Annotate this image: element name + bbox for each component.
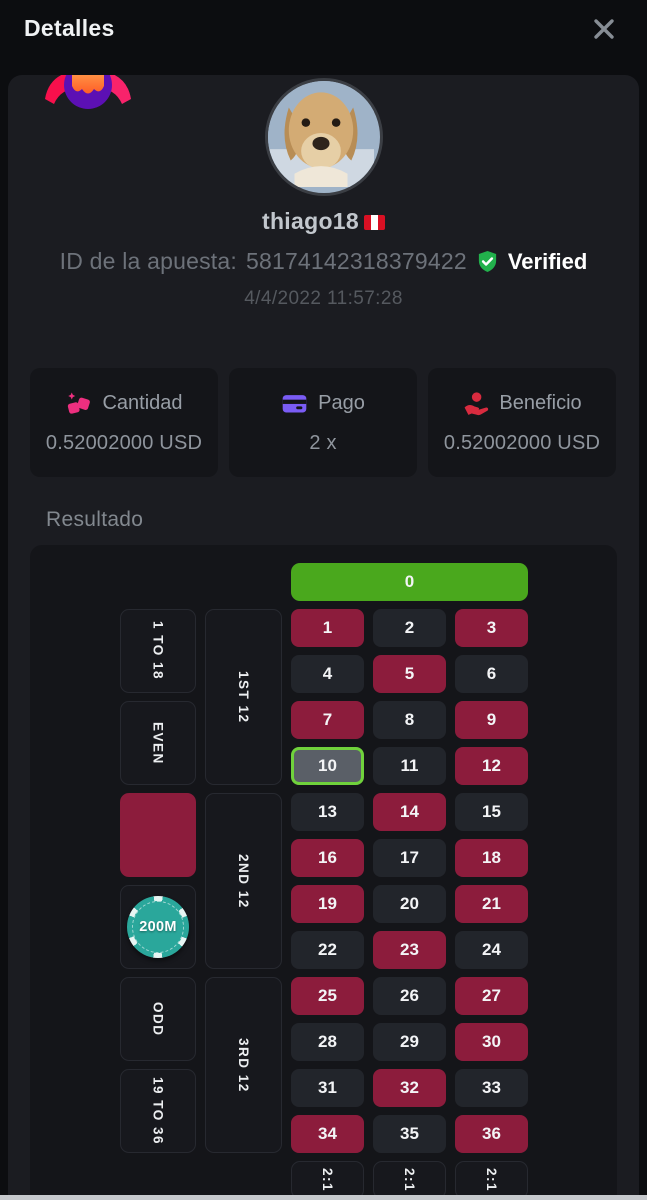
avatar-dog-photo: [267, 81, 374, 187]
close-button[interactable]: [589, 14, 619, 44]
roulette-number-6: 6: [455, 655, 528, 693]
bet-cell-black: 200M: [120, 885, 196, 969]
roulette-number-9: 9: [455, 701, 528, 739]
verified-label: Verified: [507, 248, 588, 274]
peru-flag-icon: [363, 215, 385, 230]
stat-card-payout: Pago 2 x: [229, 368, 417, 477]
credit-card-icon: [282, 395, 307, 413]
bet-cell-2nd12: 2ND 12: [205, 793, 282, 969]
roulette-number-26: 26: [373, 977, 446, 1015]
roulette-zero-cell: 0: [291, 563, 528, 601]
roulette-number-1: 1: [291, 609, 364, 647]
roulette-number-25: 25: [291, 977, 364, 1015]
username: thiago18: [262, 208, 359, 234]
horizontal-scrollbar[interactable]: [0, 1195, 647, 1200]
stat-label-amount: Cantidad: [102, 392, 183, 414]
page-title: Detalles: [24, 15, 115, 41]
roulette-number-34: 34: [291, 1115, 364, 1153]
stat-card-profit: Beneficio 0.52002000 USD: [428, 368, 616, 477]
roulette-number-28: 28: [291, 1023, 364, 1061]
roulette-number-35: 35: [373, 1115, 446, 1153]
roulette-board: 0 1 TO 18 EVEN 200M ODD 19 TO 36 1ST 12 …: [30, 545, 617, 1200]
bet-timestamp: 4/4/2022 11:57:28: [244, 288, 403, 309]
roulette-number-17: 17: [373, 839, 446, 877]
result-heading: Resultado: [46, 508, 144, 531]
bet-cell-19to36: 19 TO 36: [120, 1069, 196, 1153]
roulette-number-3: 3: [455, 609, 528, 647]
roulette-number-7: 7: [291, 701, 364, 739]
roulette-number-18: 18: [455, 839, 528, 877]
roulette-number-14: 14: [373, 793, 446, 831]
roulette-number-24: 24: [455, 931, 528, 969]
roulette-grid: 0 1 TO 18 EVEN 200M ODD 19 TO 36 1ST 12 …: [120, 563, 528, 1199]
bet-cell-1st12: 1ST 12: [205, 609, 282, 785]
stat-card-amount: Cantidad 0.52002000 USD: [30, 368, 218, 477]
avatar: [264, 78, 383, 196]
roulette-number-29: 29: [373, 1023, 446, 1061]
roulette-number-11: 11: [373, 747, 446, 785]
bet-cell-column-2: 2:1: [373, 1161, 446, 1199]
roulette-number-36: 36: [455, 1115, 528, 1153]
roulette-number-30: 30: [455, 1023, 528, 1061]
roulette-number-32: 32: [373, 1069, 446, 1107]
roulette-number-4: 4: [291, 655, 364, 693]
stat-value-profit: 0.52002000 USD: [443, 432, 601, 454]
verified-shield-icon: [478, 250, 496, 273]
roulette-number-21: 21: [455, 885, 528, 923]
bet-cell-3rd12: 3RD 12: [205, 977, 282, 1153]
bet-id-value: 58174142318379422: [245, 248, 467, 274]
roulette-number-19: 19: [291, 885, 364, 923]
roulette-number-12: 12: [455, 747, 528, 785]
stat-label-profit: Beneficio: [499, 392, 582, 414]
stat-label-payout: Pago: [318, 392, 365, 414]
roulette-number-23: 23: [373, 931, 446, 969]
gems-icon: [68, 392, 91, 414]
brand-logo-icon: [45, 75, 131, 109]
stat-value-payout: 2 x: [309, 432, 337, 454]
roulette-number-31: 31: [291, 1069, 364, 1107]
stat-value-amount: 0.52002000 USD: [45, 432, 203, 454]
roulette-number-8: 8: [373, 701, 446, 739]
bet-id-label: ID de la apuesta:: [59, 248, 237, 274]
bet-cell-even: EVEN: [120, 701, 196, 785]
roulette-number-10-winning: 10: [291, 747, 364, 785]
bet-chip-label: 200M: [139, 919, 177, 935]
roulette-number-16: 16: [291, 839, 364, 877]
modal-body: thiago18 ID de la apuesta: 5817414231837…: [8, 75, 639, 1200]
hand-coin-icon: [464, 392, 489, 416]
bet-cell-red: [120, 793, 196, 877]
roulette-number-13: 13: [291, 793, 364, 831]
roulette-number-20: 20: [373, 885, 446, 923]
bet-cell-odd: ODD: [120, 977, 196, 1061]
bet-cell-column-1: 2:1: [291, 1161, 364, 1199]
roulette-number-2: 2: [373, 609, 446, 647]
roulette-number-22: 22: [291, 931, 364, 969]
bet-chip: 200M: [127, 896, 189, 958]
bet-cell-1to18: 1 TO 18: [120, 609, 196, 693]
roulette-number-15: 15: [455, 793, 528, 831]
roulette-number-33: 33: [455, 1069, 528, 1107]
roulette-number-5: 5: [373, 655, 446, 693]
close-icon: [594, 19, 614, 39]
roulette-number-27: 27: [455, 977, 528, 1015]
bet-cell-column-3: 2:1: [455, 1161, 528, 1199]
stats-row: Cantidad 0.52002000 USD Pago 2 x: [30, 368, 617, 477]
